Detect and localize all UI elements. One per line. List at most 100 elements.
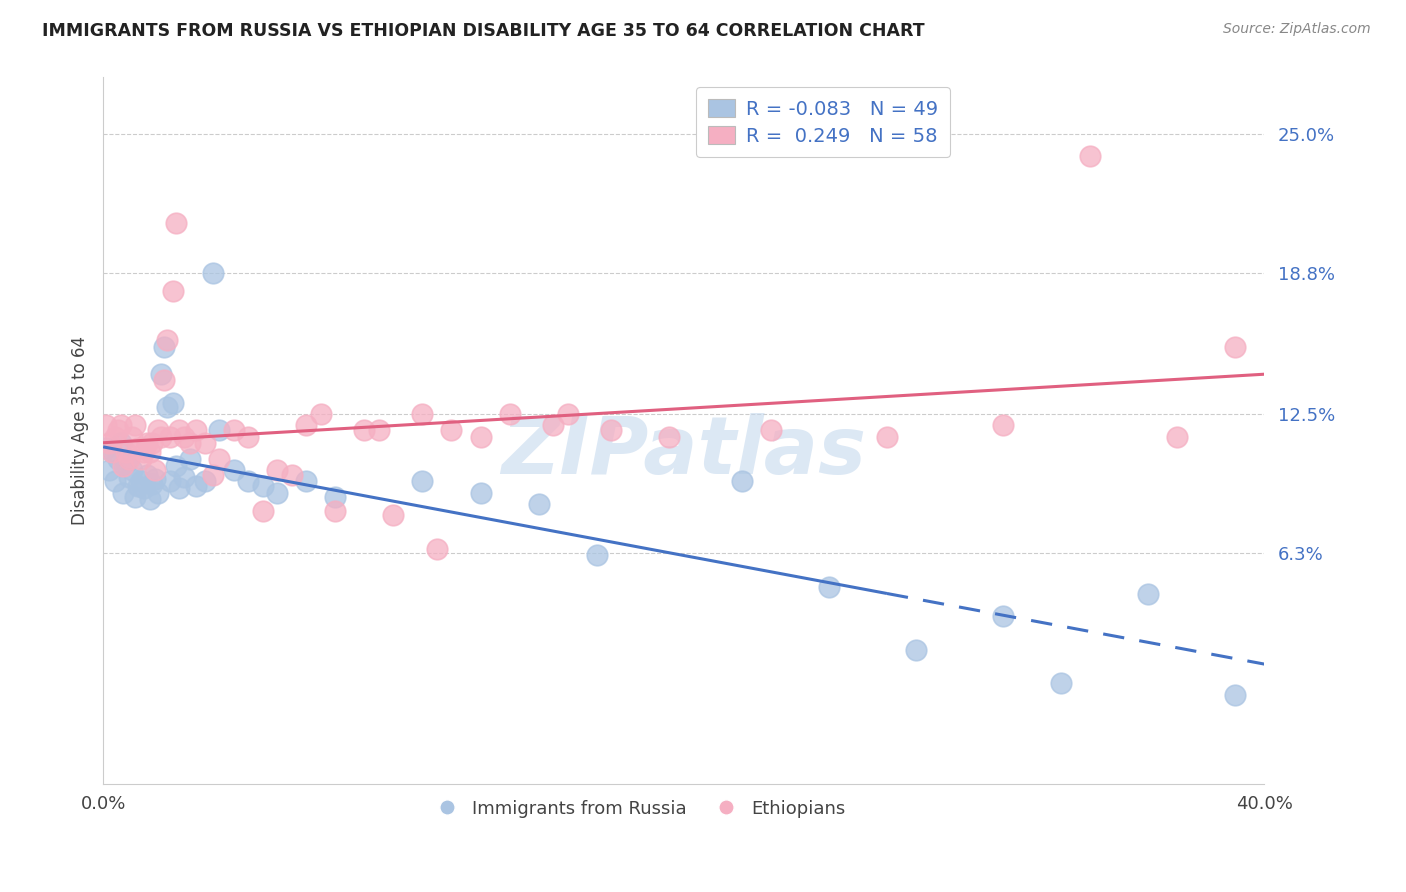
Point: [470, 429, 492, 443]
Point: [904, 642, 927, 657]
Point: [124, 418, 146, 433]
Point: [115, 457, 138, 471]
Point: [129, 452, 152, 467]
Point: [426, 541, 449, 556]
Point: [148, 423, 170, 437]
Point: [94, 441, 117, 455]
Y-axis label: Disability Age 35 to 64: Disability Age 35 to 64: [72, 336, 89, 525]
Point: [127, 479, 149, 493]
Text: IMMIGRANTS FROM RUSSIA VS ETHIOPIAN DISABILITY AGE 35 TO 64 CORRELATION CHART: IMMIGRANTS FROM RUSSIA VS ETHIOPIAN DISA…: [42, 22, 925, 40]
Point: [165, 458, 187, 473]
Point: [101, 445, 124, 459]
Point: [208, 423, 231, 437]
Point: [252, 479, 274, 493]
Point: [173, 470, 195, 484]
Point: [991, 418, 1014, 433]
Point: [118, 452, 141, 467]
Point: [325, 503, 347, 517]
Point: [295, 475, 318, 489]
Point: [1166, 429, 1188, 443]
Point: [150, 367, 173, 381]
Point: [159, 429, 181, 443]
Point: [101, 445, 124, 459]
Point: [138, 492, 160, 507]
Point: [1225, 340, 1247, 354]
Legend: Immigrants from Russia, Ethiopians: Immigrants from Russia, Ethiopians: [422, 792, 853, 825]
Point: [124, 490, 146, 504]
Point: [731, 475, 754, 489]
Point: [367, 423, 389, 437]
Point: [498, 407, 520, 421]
Point: [281, 467, 304, 482]
Point: [600, 423, 623, 437]
Point: [527, 497, 550, 511]
Point: [252, 503, 274, 517]
Point: [167, 481, 190, 495]
Point: [470, 485, 492, 500]
Point: [1225, 688, 1247, 702]
Point: [156, 401, 179, 415]
Point: [150, 429, 173, 443]
Point: [107, 452, 129, 467]
Point: [202, 467, 225, 482]
Point: [135, 436, 157, 450]
Point: [238, 475, 260, 489]
Point: [135, 467, 157, 482]
Point: [1050, 676, 1073, 690]
Point: [818, 580, 841, 594]
Point: [202, 266, 225, 280]
Point: [208, 452, 231, 467]
Point: [585, 549, 607, 563]
Point: [309, 407, 332, 421]
Point: [557, 407, 579, 421]
Point: [353, 423, 375, 437]
Point: [184, 423, 207, 437]
Point: [121, 463, 143, 477]
Point: [110, 418, 132, 433]
Point: [238, 429, 260, 443]
Point: [184, 479, 207, 493]
Point: [153, 340, 176, 354]
Point: [222, 423, 245, 437]
Point: [222, 463, 245, 477]
Point: [194, 436, 217, 450]
Point: [141, 476, 163, 491]
Point: [411, 475, 433, 489]
Point: [118, 470, 141, 484]
Point: [138, 445, 160, 459]
Point: [159, 475, 181, 489]
Point: [295, 418, 318, 433]
Point: [759, 423, 782, 437]
Point: [194, 475, 217, 489]
Point: [129, 475, 152, 489]
Point: [658, 429, 681, 443]
Point: [1137, 587, 1160, 601]
Point: [179, 452, 201, 467]
Point: [1078, 149, 1101, 163]
Point: [266, 463, 288, 477]
Point: [115, 445, 138, 459]
Text: Source: ZipAtlas.com: Source: ZipAtlas.com: [1223, 22, 1371, 37]
Text: ZIPatlas: ZIPatlas: [501, 413, 866, 491]
Point: [440, 423, 463, 437]
Point: [132, 481, 155, 495]
Point: [325, 490, 347, 504]
Point: [97, 463, 120, 477]
Point: [541, 418, 564, 433]
Point: [165, 216, 187, 230]
Point: [162, 396, 184, 410]
Point: [179, 436, 201, 450]
Point: [97, 436, 120, 450]
Point: [173, 429, 195, 443]
Point: [112, 485, 135, 500]
Point: [141, 436, 163, 450]
Point: [107, 423, 129, 437]
Point: [148, 485, 170, 500]
Point: [411, 407, 433, 421]
Point: [94, 418, 117, 433]
Point: [153, 373, 176, 387]
Point: [110, 436, 132, 450]
Point: [145, 472, 167, 486]
Point: [145, 463, 167, 477]
Point: [991, 609, 1014, 624]
